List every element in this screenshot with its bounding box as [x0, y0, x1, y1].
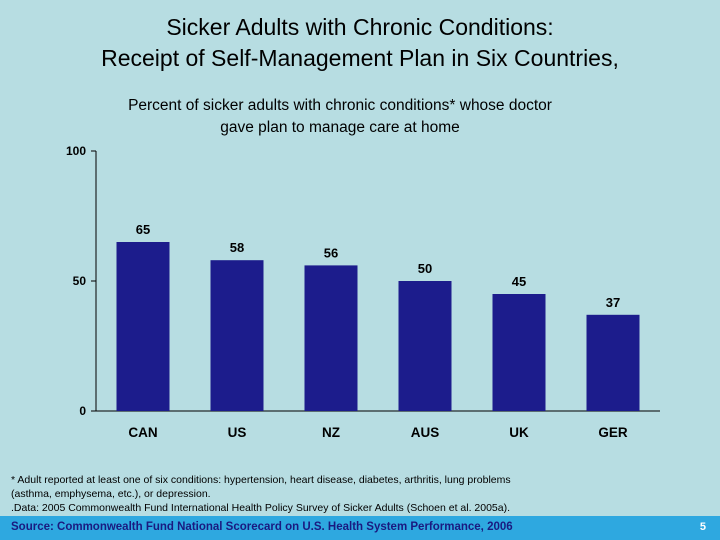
chart-subtitle: Percent of sicker adults with chronic co…: [30, 95, 650, 139]
x-tick-label: CAN: [128, 425, 157, 440]
title-line-2: Receipt of Self-Management Plan in Six C…: [101, 45, 619, 71]
x-tick-label: AUS: [411, 425, 440, 440]
x-tick-label: GER: [598, 425, 628, 440]
subtitle-line-1: Percent of sicker adults with chronic co…: [128, 97, 552, 114]
y-tick-label: 50: [73, 274, 87, 288]
page-number: 5: [699, 521, 706, 533]
data-label: 37: [606, 295, 620, 310]
footnote-line-2: (asthma, emphysema, etc.), or depression…: [11, 488, 211, 500]
bar-aus: [398, 281, 452, 411]
bar-nz: [304, 265, 358, 411]
data-label: 45: [512, 274, 526, 289]
bar-us: [210, 260, 264, 411]
x-tick-label: US: [228, 425, 247, 440]
footnote-line-3: .Data: 2005 Commonwealth Fund Internatio…: [11, 502, 511, 514]
chart-title: Sicker Adults with Chronic Conditions: R…: [0, 12, 720, 74]
data-label: 50: [418, 261, 432, 276]
subtitle-line-2: gave plan to manage care at home: [220, 119, 460, 136]
bar-can: [116, 242, 170, 411]
data-label: 65: [136, 222, 150, 237]
source-text: Source: Commonwealth Fund National Score…: [11, 521, 513, 533]
data-label: 58: [230, 240, 244, 255]
source-bar: Source: Commonwealth Fund National Score…: [0, 516, 720, 540]
footnote: * Adult reported at least one of six con…: [11, 473, 711, 515]
x-tick-label: UK: [509, 425, 529, 440]
data-label: 56: [324, 245, 338, 260]
y-tick-label: 100: [66, 144, 86, 158]
y-tick-label: 0: [79, 404, 86, 418]
bar-ger: [586, 314, 640, 411]
footnote-line-1: * Adult reported at least one of six con…: [11, 474, 511, 486]
title-line-1: Sicker Adults with Chronic Conditions:: [166, 14, 554, 40]
bar-uk: [492, 294, 546, 411]
x-tick-label: NZ: [322, 425, 340, 440]
